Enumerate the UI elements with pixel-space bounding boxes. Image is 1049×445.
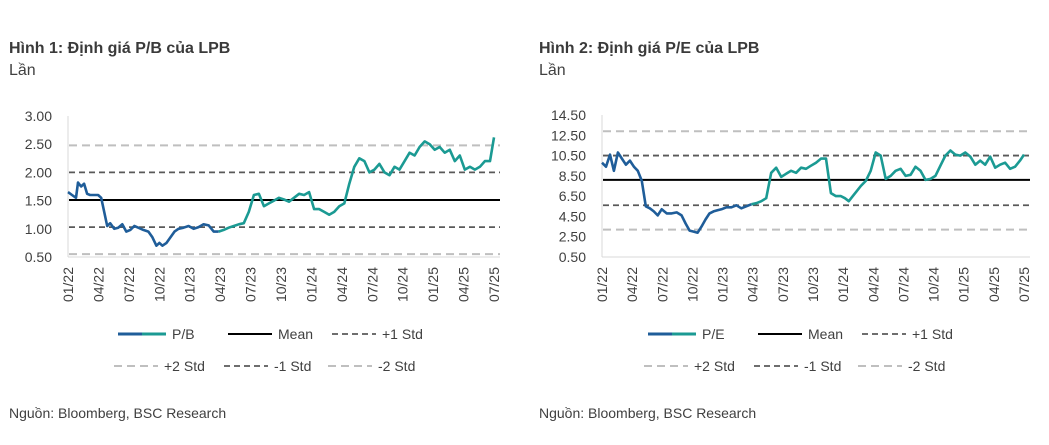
y-tick-label: 12.50 xyxy=(551,127,586,143)
chart-source: Nguồn: Bloomberg, BSC Research xyxy=(9,405,227,421)
chart-title: Hình 1: Định giá P/B của LPB xyxy=(9,40,231,57)
x-tick-label: 04/25 xyxy=(986,267,1002,302)
y-tick-label: 0.50 xyxy=(25,249,52,265)
legend-label-plus1: +1 Std xyxy=(382,326,423,342)
x-tick-label: 10/22 xyxy=(684,267,700,302)
x-tick-label: 04/25 xyxy=(456,267,472,302)
legend-label-minus2: -2 Std xyxy=(908,358,945,374)
x-tick-label: 01/23 xyxy=(715,267,731,302)
series-line-late xyxy=(218,137,496,233)
x-tick-label: 04/24 xyxy=(334,267,350,302)
x-tick-label: 07/23 xyxy=(243,267,259,302)
legend-label-series: P/B xyxy=(172,326,195,342)
x-tick-label: 04/22 xyxy=(624,267,640,302)
x-tick-label: 10/22 xyxy=(151,267,167,302)
pe-chart: 14.50 12.50 10.50 8.50 6.50 4.50 2.50 0.50 01/22… xyxy=(551,107,1032,374)
chart-panel-pe: Hình 2: Định giá P/E của LPB Lần 14.50 12… xyxy=(530,0,1049,445)
x-tick-label: 07/22 xyxy=(654,267,670,302)
chart-source: Nguồn: Bloomberg, BSC Research xyxy=(539,405,757,421)
x-tick-label: 01/25 xyxy=(956,267,972,302)
x-tick-label: 07/23 xyxy=(775,267,791,302)
y-tick-label: 6.50 xyxy=(559,188,586,204)
series-line-late xyxy=(751,149,1026,206)
y-tick-label: 2.00 xyxy=(25,164,52,180)
legend-label-minus1: -1 Std xyxy=(804,358,841,374)
legend-label-plus2: +2 Std xyxy=(164,358,205,374)
x-tick-label: 07/25 xyxy=(1016,267,1032,302)
y-tick-label: 2.50 xyxy=(25,136,52,152)
chart-title: Hình 2: Định giá P/E của LPB xyxy=(539,40,760,57)
y-tick-label: 4.50 xyxy=(559,208,586,224)
y-tick-label: 1.00 xyxy=(25,221,52,237)
x-tick-label: 10/23 xyxy=(273,267,289,302)
chart-unit: Lần xyxy=(9,62,36,79)
x-tick-label: 04/22 xyxy=(90,267,106,302)
y-tick-label: 10.50 xyxy=(551,148,586,164)
y-tick-label: 0.50 xyxy=(559,249,586,265)
y-tick-label: 14.50 xyxy=(551,107,586,123)
y-tick-label: 1.50 xyxy=(25,193,52,209)
x-tick-label: 10/24 xyxy=(395,267,411,302)
x-tick-label: 10/23 xyxy=(805,267,821,302)
legend-label-plus1: +1 Std xyxy=(912,326,953,342)
x-tick-label: 10/24 xyxy=(926,267,942,302)
x-tick-label: 01/24 xyxy=(835,267,851,302)
legend-label-mean: Mean xyxy=(808,326,843,342)
x-tick-label: 07/24 xyxy=(364,267,380,302)
y-tick-label: 2.50 xyxy=(559,229,586,245)
pb-chart: 3.00 2.50 2.00 1.50 1.00 0.50 01/22 04/22 07/22 1… xyxy=(25,108,502,374)
series-line-early xyxy=(601,151,752,234)
x-tick-label: 01/25 xyxy=(425,267,441,302)
legend-label-mean: Mean xyxy=(278,326,313,342)
x-tick-label: 01/24 xyxy=(303,267,319,302)
x-tick-label: 01/22 xyxy=(60,267,76,302)
legend-label-minus2: -2 Std xyxy=(378,358,415,374)
legend-label-series: P/E xyxy=(702,326,725,342)
x-tick-label: 07/24 xyxy=(895,267,911,302)
x-tick-label: 07/22 xyxy=(121,267,137,302)
x-tick-label: 04/23 xyxy=(212,267,228,302)
chart-unit: Lần xyxy=(539,62,566,79)
series-line-early xyxy=(67,181,219,247)
legend-label-plus2: +2 Std xyxy=(694,358,735,374)
y-tick-label: 8.50 xyxy=(559,168,586,184)
chart-panel-pb: Hình 1: Định giá P/B của LPB Lần 3.00 2.5… xyxy=(0,0,520,445)
x-tick-label: 01/23 xyxy=(182,267,198,302)
x-tick-label: 04/24 xyxy=(865,267,881,302)
x-tick-label: 01/22 xyxy=(594,267,610,302)
legend-label-minus1: -1 Std xyxy=(274,358,311,374)
y-tick-label: 3.00 xyxy=(25,108,52,124)
x-tick-label: 04/23 xyxy=(745,267,761,302)
x-tick-label: 07/25 xyxy=(486,267,502,302)
